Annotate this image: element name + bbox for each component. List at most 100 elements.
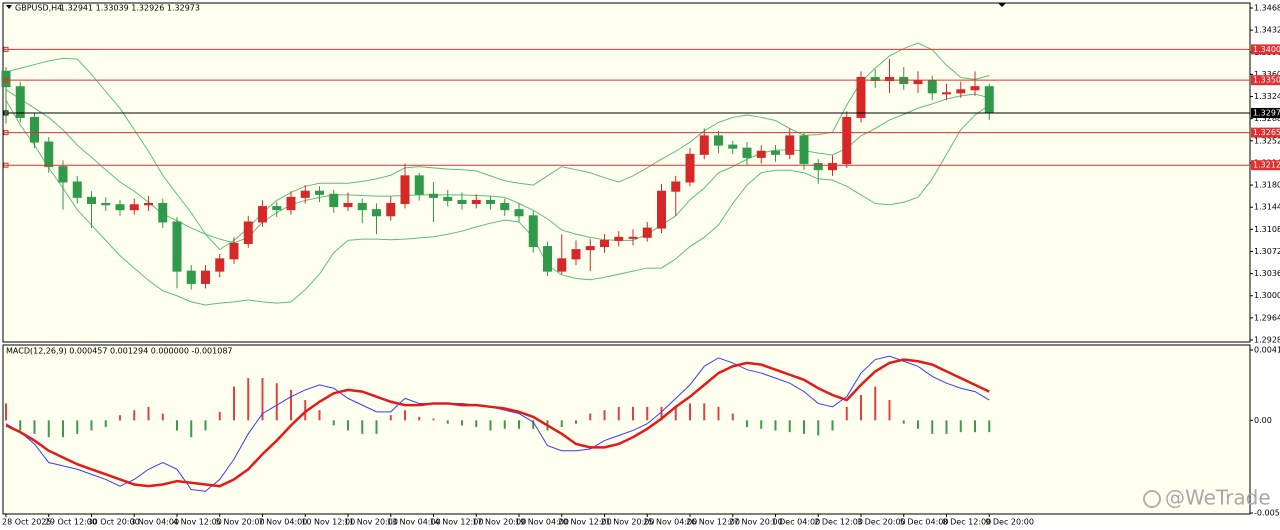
candle-body (443, 196, 453, 201)
candle-body (215, 258, 225, 272)
candle-body (543, 246, 552, 272)
candle-body (742, 147, 752, 158)
candle-body (315, 190, 324, 195)
current-price-marker (3, 110, 9, 116)
candle-body (970, 86, 980, 91)
x-tick-label: 7 Nov 04:00 (259, 518, 308, 527)
y-tick-label: -0.00549 (1254, 509, 1280, 518)
candle-body (585, 246, 595, 251)
candle-body (300, 190, 310, 198)
candle-body (628, 236, 638, 239)
candle-body (799, 135, 809, 165)
macd-label: MACD(12,26,9) 0.000457 0.001294 0.000000… (6, 347, 233, 356)
candle-body (756, 150, 766, 158)
candle-body (186, 270, 196, 284)
x-tick-label: 5 Dec 04:00 (900, 518, 949, 527)
y-tick-label: 1.32880 (1254, 114, 1280, 123)
x-tick-label: 30 Oct 20:00 (88, 518, 140, 527)
candle-body (728, 144, 738, 149)
bollinger-band (5, 89, 990, 244)
symbol-title: GBPUSD,H4 (15, 4, 62, 13)
candle-body (500, 203, 510, 211)
candle-body (72, 181, 82, 198)
x-tick-label: 10 Nov 12:00 (301, 518, 355, 527)
candle-body (842, 116, 852, 165)
price-level-label: 1.33506 (1253, 76, 1280, 85)
current-price-label-box (1251, 107, 1280, 118)
x-tick-label: 17 Nov 20:00 (472, 518, 526, 527)
candle-body (258, 206, 267, 223)
candle-body (1, 70, 11, 88)
price-level-label-box (1251, 127, 1280, 138)
candle-body (343, 203, 353, 208)
candle-body (471, 199, 481, 205)
y-tick-label: 1.30720 (1254, 247, 1280, 256)
candle-body (614, 236, 624, 241)
price-level-marker (3, 77, 9, 83)
candle-body (856, 76, 866, 118)
x-tick-label: 25 Nov 04:00 (643, 518, 697, 527)
candle-body (813, 163, 823, 171)
signal-line (5, 358, 990, 488)
candle-body (557, 258, 567, 272)
y-tick-label: 1.31440 (1254, 203, 1280, 212)
menu-arrow[interactable] (6, 5, 12, 9)
candle-body (400, 175, 410, 205)
x-tick-label: 29 Oct 12:00 (45, 518, 97, 527)
candle-body (115, 204, 125, 211)
x-tick-label: 28 Oct 2025 (2, 518, 51, 527)
candle-body (571, 249, 581, 260)
y-tick-label: 1.34680 (1254, 4, 1280, 13)
candle-body (357, 203, 367, 211)
candle-body (158, 203, 168, 223)
price-level-label: 1.32123 (1253, 161, 1280, 170)
x-tick-label: 3 Nov 04:00 (130, 518, 179, 527)
candle-body (229, 242, 239, 260)
candle-body (984, 86, 994, 114)
candle-body (657, 190, 666, 229)
candle-body (58, 166, 68, 183)
price-level-label-box (1251, 44, 1280, 55)
x-tick-label: 26 Nov 12:00 (686, 518, 740, 527)
bollinger-band (5, 99, 990, 306)
candle-body (671, 181, 681, 192)
candle-body (956, 89, 966, 94)
x-tick-label: 14 Nov 12:00 (430, 518, 484, 527)
price-pane (2, 2, 1251, 343)
price-level-label: 1.32653 (1253, 128, 1280, 137)
candle-body (144, 203, 153, 206)
x-tick-label: 27 Nov 20:00 (729, 518, 783, 527)
y-tick-label: 1.31080 (1254, 225, 1280, 234)
x-tick-label: 1 Dec 04:00 (772, 518, 821, 527)
candle-body (243, 221, 253, 244)
x-tick-label: 3 Dec 20:00 (857, 518, 906, 527)
x-tick-label: 5 Nov 20:00 (216, 518, 265, 527)
y-tick-label: 1.33600 (1254, 70, 1280, 79)
candle-body (129, 204, 139, 211)
x-tick-label: 19 Nov 04:00 (515, 518, 569, 527)
candle-body (372, 209, 381, 217)
candle-body (15, 86, 25, 118)
candle-body (942, 92, 951, 95)
candle-body (486, 199, 495, 205)
candle-body (429, 193, 438, 198)
candle-body (101, 203, 111, 206)
candle-body (528, 215, 538, 248)
candle-body (913, 80, 923, 85)
x-tick-label: 11 Nov 20:00 (344, 518, 398, 527)
candle-body (329, 193, 339, 208)
x-tick-label: 4 Nov 12:00 (173, 518, 222, 527)
candle-body (30, 116, 39, 143)
candle-body (714, 135, 723, 146)
x-tick-label: 2 Dec 12:00 (814, 518, 863, 527)
candle-body (386, 203, 396, 217)
candle-body (771, 150, 780, 155)
y-tick-label: 1.29280 (1254, 336, 1280, 345)
candle-body (87, 196, 96, 205)
price-level-label-box (1251, 160, 1280, 171)
candle-body (828, 163, 837, 171)
watermark: @WeTrade (1165, 486, 1271, 510)
candle-body (514, 209, 524, 217)
price-level-marker (3, 46, 9, 52)
